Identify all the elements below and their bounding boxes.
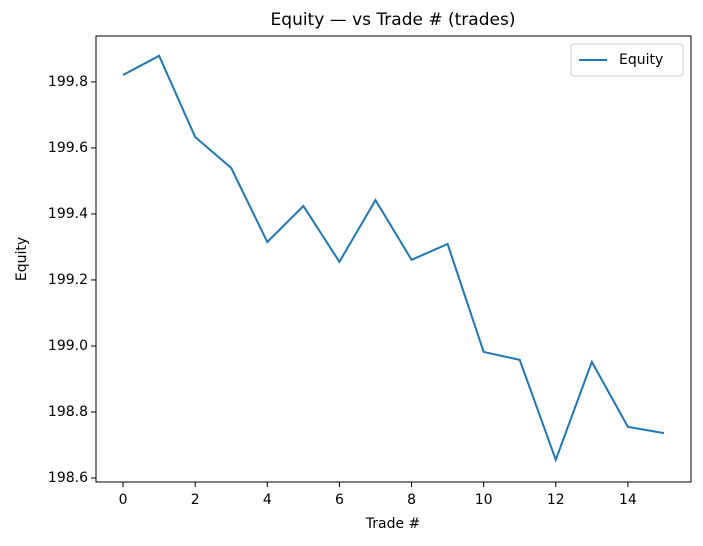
legend-box: [570, 43, 684, 77]
y-tick-label: 199.0: [48, 338, 88, 354]
x-tick-label: 10: [475, 492, 493, 508]
x-tick-label: 4: [263, 492, 272, 508]
y-tick-label: 198.6: [48, 470, 88, 486]
x-tick-label: 6: [335, 492, 344, 508]
chart-title: Equity — vs Trade # (trades): [271, 10, 516, 30]
line-series: [122, 54, 665, 463]
y-tick-label: 199.6: [48, 140, 88, 156]
plot-frame: [95, 35, 692, 483]
y-tick-label: 199.2: [48, 272, 88, 288]
x-tick-label: 2: [191, 492, 200, 508]
x-tick-label: 0: [119, 492, 128, 508]
y-tick-label: 199.4: [48, 206, 88, 222]
x-tick-label: 8: [407, 492, 416, 508]
y-axis-label: Equity: [14, 237, 30, 281]
legend-label: Equity: [619, 52, 663, 68]
y-tick-label: 198.8: [48, 404, 88, 420]
x-axis-label: Trade #: [365, 516, 421, 532]
y-tick-label: 199.8: [48, 74, 88, 90]
x-tick-label: 14: [619, 492, 637, 508]
x-tick-label: 12: [547, 492, 565, 508]
